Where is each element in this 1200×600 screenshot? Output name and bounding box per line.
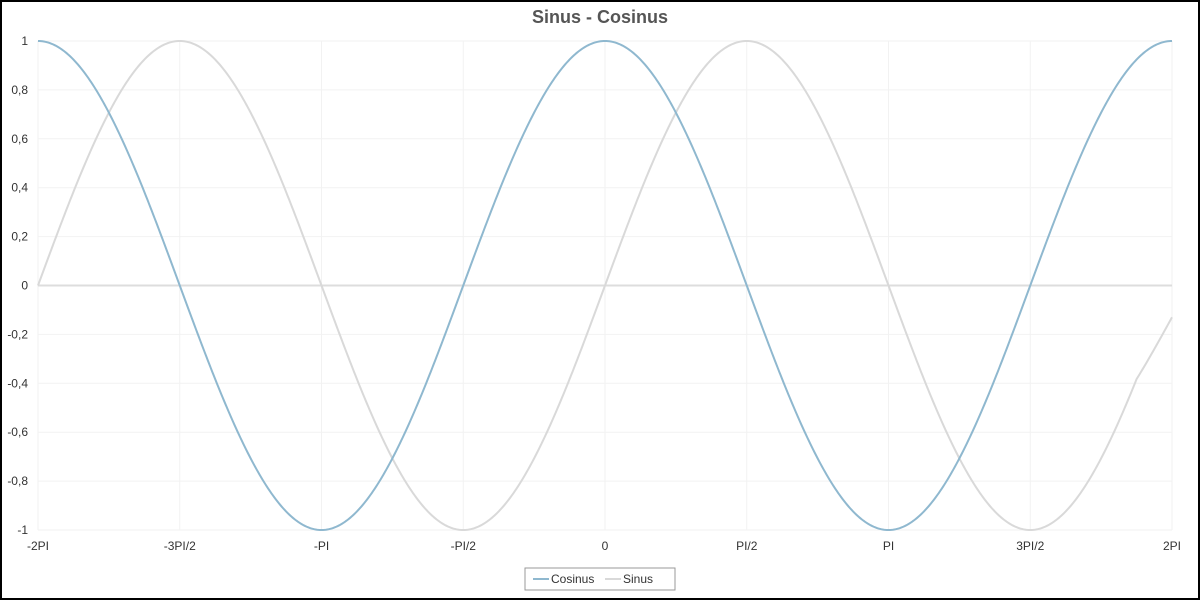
x-tick-label: 0 bbox=[602, 539, 609, 553]
x-tick-label: -2PI bbox=[27, 539, 49, 553]
x-tick-label: PI/2 bbox=[736, 539, 758, 553]
y-tick-label: 0,2 bbox=[11, 230, 28, 244]
y-axis: 1 0,8 0,6 0,4 0,2 0 -0,2 -0,4 -0,6 -0,8 -1 bbox=[7, 34, 28, 537]
x-axis: -2PI -3PI/2 -PI -PI/2 0 PI/2 PI 3PI/2 2PI bbox=[27, 539, 1181, 553]
y-tick-label: -0,2 bbox=[7, 327, 28, 341]
y-tick-label: -0,8 bbox=[7, 474, 28, 488]
legend-label-sinus[interactable]: Sinus bbox=[623, 572, 653, 586]
x-tick-label: PI bbox=[883, 539, 894, 553]
x-tick-label: 3PI/2 bbox=[1016, 539, 1044, 553]
series-group bbox=[37, 40, 1173, 531]
y-tick-label: -0,6 bbox=[7, 425, 28, 439]
y-tick-label: -0,4 bbox=[7, 376, 28, 390]
x-tick-label: 2PI bbox=[1163, 539, 1181, 553]
y-tick-label: 0,8 bbox=[11, 83, 28, 97]
y-tick-label: 0,4 bbox=[11, 181, 28, 195]
y-tick-label: 0,6 bbox=[11, 132, 28, 146]
chart-title: Sinus - Cosinus bbox=[532, 7, 668, 27]
x-tick-label: -3PI/2 bbox=[164, 539, 196, 553]
y-tick-label: -1 bbox=[17, 523, 28, 537]
series-line-cosinus bbox=[37, 40, 1173, 531]
legend-box bbox=[524, 567, 676, 591]
x-tick-label: -PI bbox=[314, 539, 329, 553]
legend: Cosinus Sinus bbox=[524, 567, 676, 591]
y-tick-label: 1 bbox=[21, 34, 28, 48]
x-tick-label: -PI/2 bbox=[451, 539, 477, 553]
y-tick-label: 0 bbox=[21, 279, 28, 293]
series-line-sinus bbox=[37, 40, 1173, 531]
legend-label-cosinus[interactable]: Cosinus bbox=[551, 572, 594, 586]
